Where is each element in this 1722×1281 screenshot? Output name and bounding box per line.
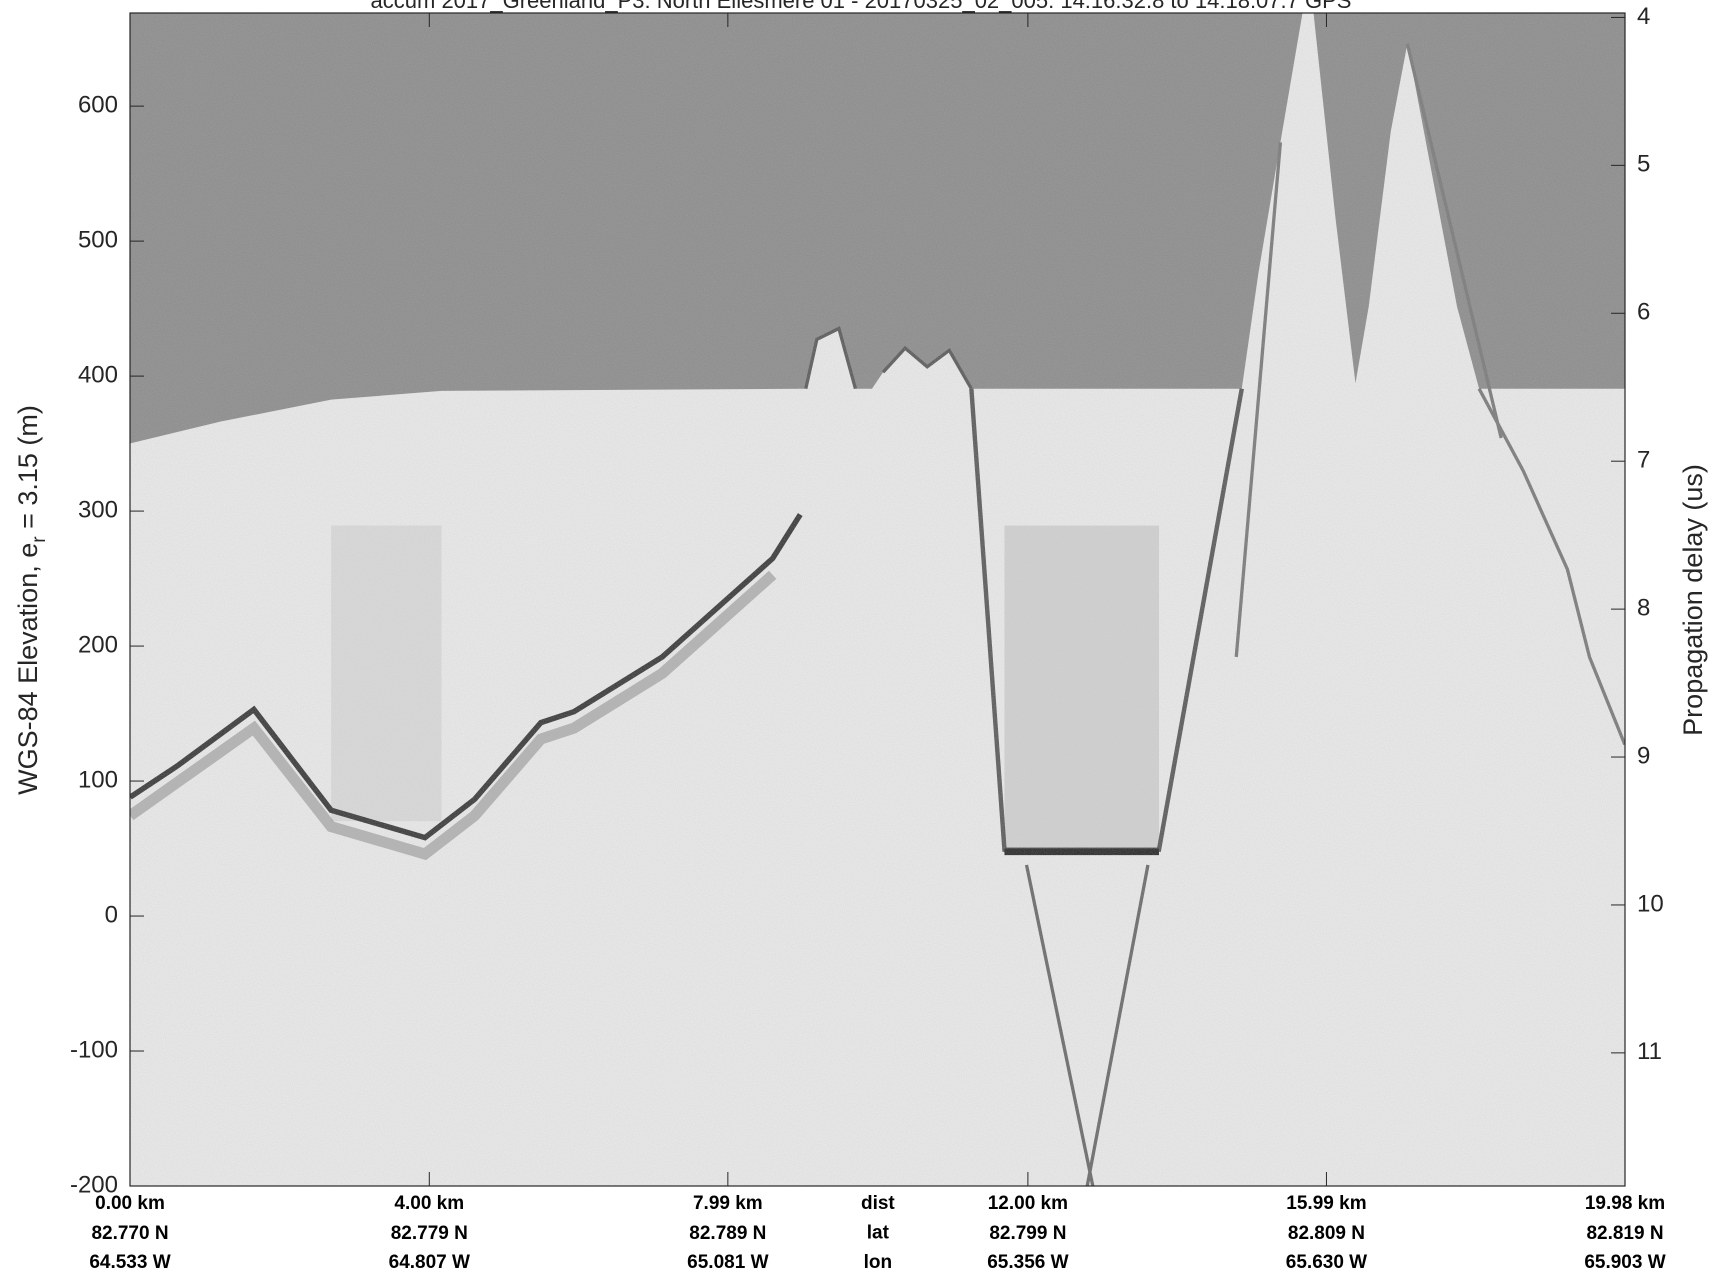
speckle	[130, 13, 1625, 1186]
lon-label: 65.630 W	[1286, 1252, 1367, 1273]
x-tick-label: 15.99 km	[1286, 1193, 1366, 1214]
y2-tick-label: 9	[1637, 742, 1650, 769]
y-tick-label: -200	[70, 1171, 118, 1198]
y-tick-label: 600	[78, 91, 118, 118]
lon-label: 65.903 W	[1584, 1252, 1665, 1273]
lon-label: 65.356 W	[987, 1252, 1068, 1273]
lat-label: 82.809 N	[1288, 1223, 1365, 1244]
y2-tick-label: 5	[1637, 151, 1650, 178]
y-tick-label: 500	[78, 226, 118, 253]
y2-tick-label: 7	[1637, 447, 1650, 474]
lat-label: 82.799 N	[989, 1223, 1066, 1244]
lat-label: 82.789 N	[689, 1223, 766, 1244]
y2-tick-label: 8	[1637, 594, 1650, 621]
y-label-sub: r	[29, 536, 50, 543]
y-tick-label: 0	[105, 901, 118, 928]
y-tick-label: 400	[78, 361, 118, 388]
y-axis-label: WGS-84 Elevation, er = 3.15 (m)	[13, 405, 50, 795]
lon-label: 65.081 W	[687, 1252, 768, 1273]
row-name: dist	[861, 1193, 895, 1214]
x-tick-label: 4.00 km	[394, 1193, 464, 1214]
lat-label: 82.779 N	[391, 1223, 468, 1244]
x-tick-label: 0.00 km	[95, 1193, 165, 1214]
row-name: lat	[867, 1223, 890, 1244]
y2-tick-label: 6	[1637, 299, 1650, 326]
y2-tick-label: 11	[1637, 1038, 1662, 1065]
y-label-rest: = 3.15 (m)	[13, 405, 43, 536]
lat-label: 82.770 N	[91, 1223, 168, 1244]
y-label-text: WGS-84 Elevation, e	[13, 543, 43, 795]
x-tick-label: 7.99 km	[693, 1193, 763, 1214]
echogram	[130, 13, 1625, 1186]
y2-axis-label: Propagation delay (us)	[1678, 464, 1708, 736]
lon-label: 64.807 W	[389, 1252, 470, 1273]
row-name: lon	[864, 1252, 893, 1273]
chart-title: accum 2017_Greenland_P3: North Ellesmere…	[371, 0, 1352, 13]
y-tick-label: -100	[70, 1036, 118, 1063]
plot-frame	[129, 12, 1626, 1187]
lat-label: 82.819 N	[1586, 1223, 1663, 1244]
y2-tick-label: 10	[1637, 890, 1664, 917]
y2-tick-label: 4	[1637, 3, 1650, 30]
x-tick-label: 12.00 km	[988, 1193, 1068, 1214]
x-tick-label: 19.98 km	[1585, 1193, 1665, 1214]
y-tick-label: 300	[78, 496, 118, 523]
y-tick-label: 100	[78, 766, 118, 793]
y-tick-label: 200	[78, 631, 118, 658]
lon-label: 64.533 W	[89, 1252, 170, 1273]
